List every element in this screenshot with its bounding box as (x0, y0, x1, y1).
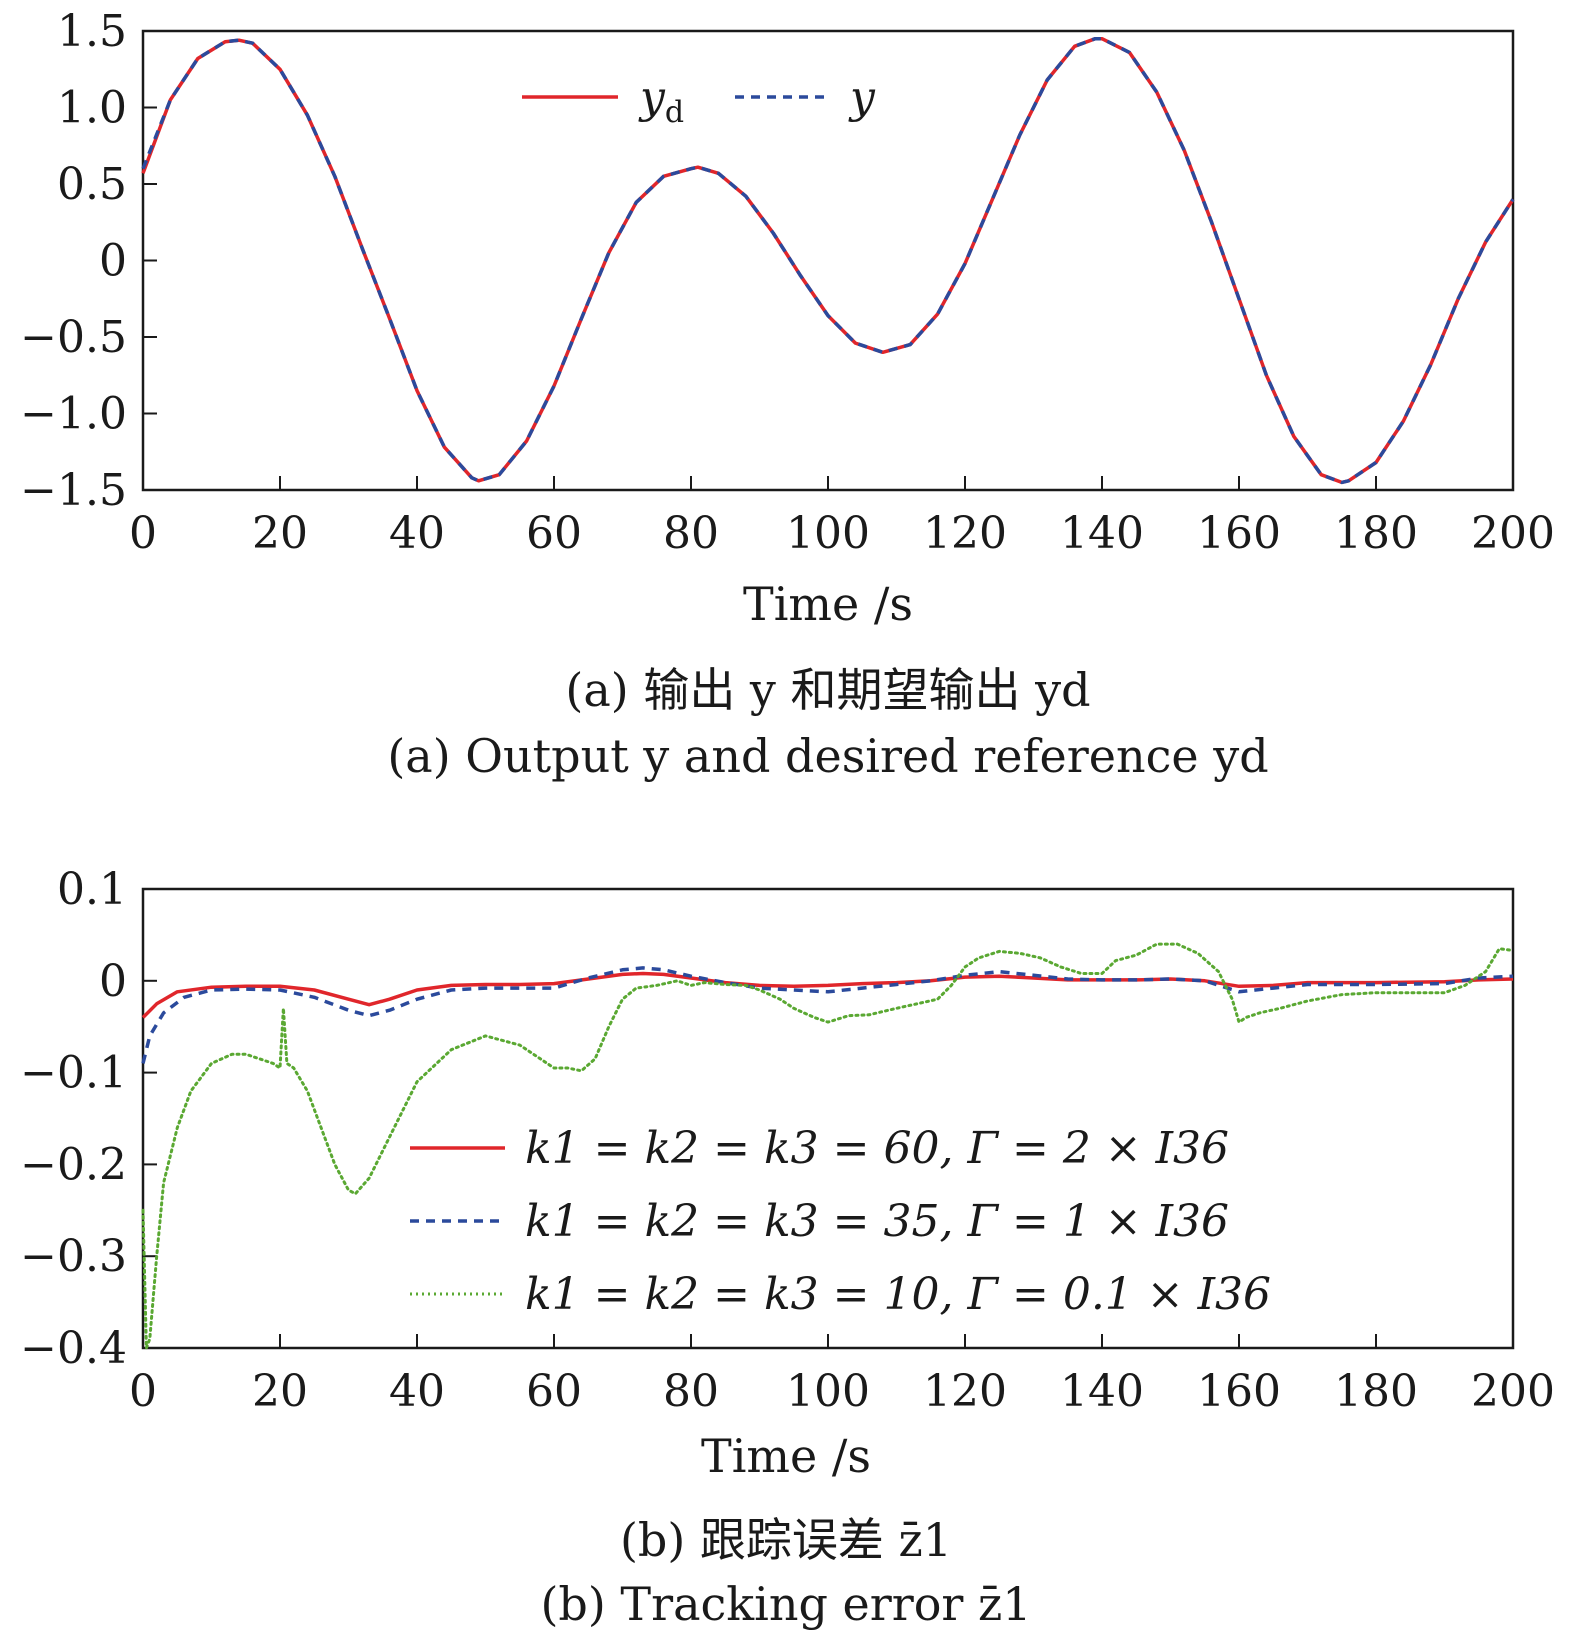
y-tick-label-b: −0.1 (20, 1048, 127, 1099)
series-line-b-1 (141, 966, 1514, 1064)
x-tick-label-b: 180 (1334, 1366, 1418, 1417)
plot-frame-a (141, 29, 1515, 492)
x-tick-label-b: 140 (1060, 1366, 1144, 1417)
legend-k10-label: k1 = k2 = k3 = 10, Γ = 0.1 × I36 (525, 1269, 1271, 1320)
lines-a (141, 36, 1515, 485)
caption-a-en: (a) Output y and desired reference yd (387, 729, 1268, 783)
legend-k60-label: k1 = k2 = k3 = 60, Γ = 2 × I36 (525, 1123, 1229, 1174)
x-tick-label-a: 60 (526, 508, 582, 559)
panel-a: 0 20 40 60 80 100 120 140 160 180 200 1.5 1.0 0.5 0 −0.… (20, 6, 1555, 783)
y-tick-label-b: 0.1 (57, 864, 127, 915)
y-tick-label-a: 1.0 (57, 83, 127, 134)
y-tick-label-b: −0.4 (20, 1323, 127, 1374)
y-tick-label-a: 1.5 (57, 6, 127, 57)
y-tick-label-b: −0.3 (20, 1231, 127, 1282)
x-tick-label-b: 100 (786, 1366, 870, 1417)
axes-b: 0 20 40 60 80 100 120 140 160 180 200 0.1 0 −0.1 −0.2 −… (20, 864, 1555, 1417)
x-tick-label-a: 20 (252, 508, 308, 559)
x-tick-label-a: 80 (663, 508, 719, 559)
legend-k35-label: k1 = k2 = k3 = 35, Γ = 1 × I36 (525, 1196, 1229, 1247)
series-line-b-0 (141, 971, 1514, 1019)
series-line-a-1 (141, 36, 1515, 485)
panel-b: 0 20 40 60 80 100 120 140 160 180 200 0.1 0 −0.1 −0.2 −… (20, 864, 1555, 1631)
y-tick-label-a: 0 (99, 236, 127, 287)
y-tick-label-a: −0.5 (20, 312, 127, 363)
caption-b-en: (b) Tracking error z̄1 (540, 1577, 1031, 1631)
x-tick-label-b: 60 (526, 1366, 582, 1417)
x-tick-label-a: 140 (1060, 508, 1144, 559)
legend-yd-label: yd (638, 72, 684, 130)
series-line-b-2 (141, 942, 1515, 1350)
x-axis-label-b: Time /s (701, 1429, 871, 1483)
legend-a: yd y (522, 72, 876, 130)
x-tick-label-a: 200 (1471, 508, 1555, 559)
lines-b (141, 942, 1515, 1350)
x-tick-label-a: 0 (129, 508, 157, 559)
axes-a: 0 20 40 60 80 100 120 140 160 180 200 1.5 1.0 0.5 0 −0.… (20, 6, 1555, 559)
x-tick-label-a: 180 (1334, 508, 1418, 559)
y-tick-label-b: −0.2 (20, 1139, 127, 1190)
x-tick-label-a: 120 (923, 508, 1007, 559)
x-tick-label-b: 80 (663, 1366, 719, 1417)
x-tick-label-b: 120 (923, 1366, 1007, 1417)
legend-y-label: y (848, 72, 876, 123)
y-tick-label-b: 0 (99, 956, 127, 1007)
x-tick-label-a: 40 (389, 508, 445, 559)
x-tick-label-b: 200 (1471, 1366, 1555, 1417)
series-line-a-0 (141, 36, 1515, 485)
x-tick-label-a: 160 (1197, 508, 1281, 559)
caption-a-cn: (a) 输出 y 和期望输出 yd (565, 663, 1090, 717)
x-axis-label-a: Time /s (743, 577, 913, 631)
x-tick-label-b: 20 (252, 1366, 308, 1417)
caption-b-cn: (b) 跟踪误差 z̄1 (620, 1513, 952, 1567)
y-tick-label-a: −1.0 (20, 389, 127, 440)
legend-b: k1 = k2 = k3 = 60, Γ = 2 × I36 k1 = k2 =… (410, 1123, 1271, 1320)
x-tick-label-b: 160 (1197, 1366, 1281, 1417)
x-tick-label-b: 0 (129, 1366, 157, 1417)
x-tick-label-b: 40 (389, 1366, 445, 1417)
x-tick-label-a: 100 (786, 508, 870, 559)
y-tick-label-a: −1.5 (20, 465, 127, 516)
y-tick-label-a: 0.5 (57, 159, 127, 210)
